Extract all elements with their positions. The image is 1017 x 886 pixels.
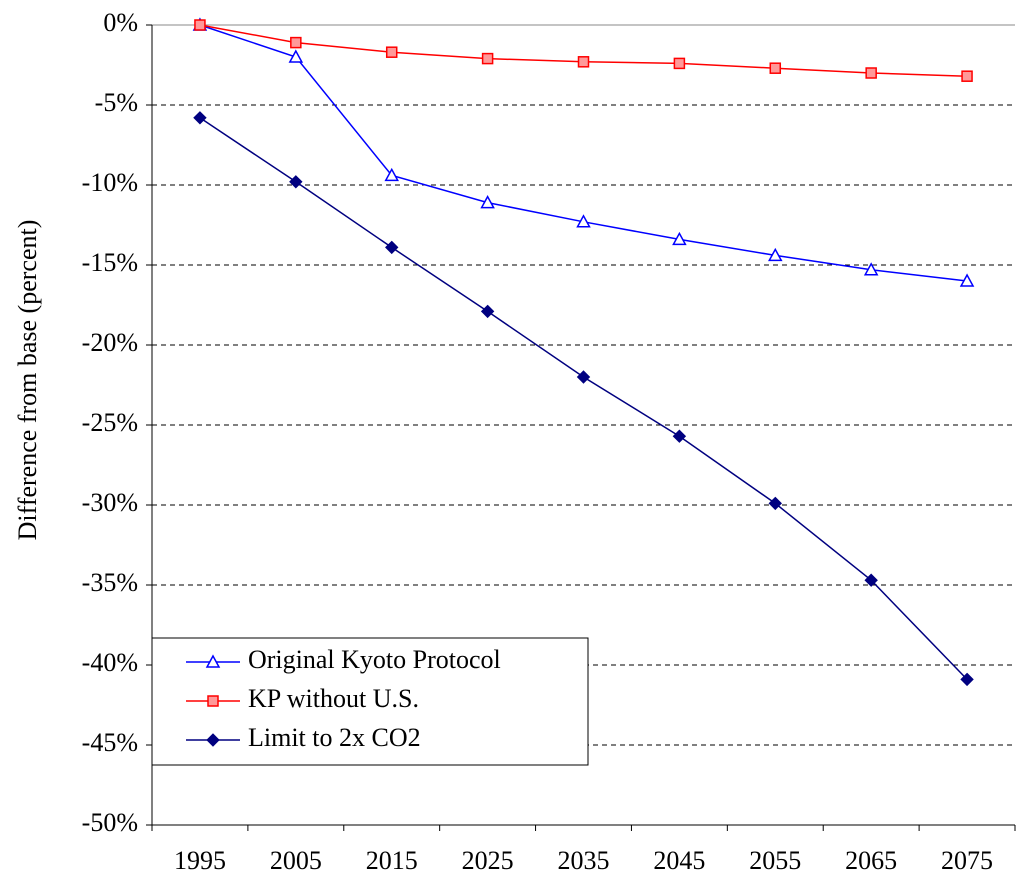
marker	[577, 56, 590, 68]
marker	[206, 733, 220, 747]
marker	[193, 111, 207, 125]
x-tick-label: 2025	[462, 846, 514, 875]
marker	[768, 247, 783, 262]
x-tick-label: 2005	[270, 846, 322, 875]
marker	[673, 57, 686, 70]
marker	[865, 67, 877, 79]
marker	[576, 214, 591, 228]
x-tick-label: 1995	[174, 846, 226, 875]
y-tick-label: -5%	[95, 88, 138, 117]
x-tick-label: 2075	[941, 846, 993, 875]
y-tick-label: -50%	[82, 808, 138, 837]
x-tick-label: 2055	[749, 846, 801, 875]
marker	[480, 195, 495, 209]
y-tick-label: 0%	[103, 8, 138, 37]
y-axis-label: Difference from base (percent)	[13, 220, 42, 541]
marker	[194, 19, 206, 31]
legend: Original Kyoto Protocol KP without U.S. Li…	[151, 637, 589, 766]
y-tick-label: -20%	[82, 328, 138, 357]
marker	[672, 429, 687, 443]
marker	[960, 672, 974, 687]
y-tick-label: -45%	[82, 728, 138, 757]
x-tick-label: 2065	[845, 846, 897, 875]
marker	[207, 695, 219, 707]
x-tick-label: 2045	[653, 846, 705, 875]
x-tick-label: 2015	[366, 846, 418, 875]
marker	[481, 52, 494, 65]
legend-label: KP without U.S.	[248, 684, 419, 713]
y-tick-label: -25%	[82, 408, 138, 437]
x-tick-label: 2035	[558, 846, 610, 875]
y-tick-label: -35%	[82, 568, 138, 597]
marker	[385, 46, 398, 58]
y-tick-label: -15%	[82, 248, 138, 277]
y-tick-label: -10%	[82, 168, 138, 197]
marker	[290, 36, 302, 49]
marker	[289, 175, 303, 189]
marker	[288, 49, 304, 63]
marker	[863, 262, 879, 276]
marker	[959, 273, 975, 287]
legend-label: Original Kyoto Protocol	[248, 645, 501, 674]
marker	[385, 240, 399, 255]
marker	[961, 70, 973, 82]
marker	[864, 573, 878, 587]
marker	[480, 304, 495, 319]
y-tick-label: -30%	[82, 488, 138, 517]
marker	[384, 167, 399, 182]
series-line	[199, 117, 968, 680]
marker	[672, 231, 687, 246]
marker	[769, 62, 782, 74]
series-line	[199, 24, 968, 77]
y-tick-label: -40%	[82, 648, 138, 677]
marker	[205, 654, 221, 668]
marker	[576, 370, 591, 384]
marker	[768, 496, 782, 511]
legend-label: Limit to 2x CO2	[248, 723, 421, 752]
